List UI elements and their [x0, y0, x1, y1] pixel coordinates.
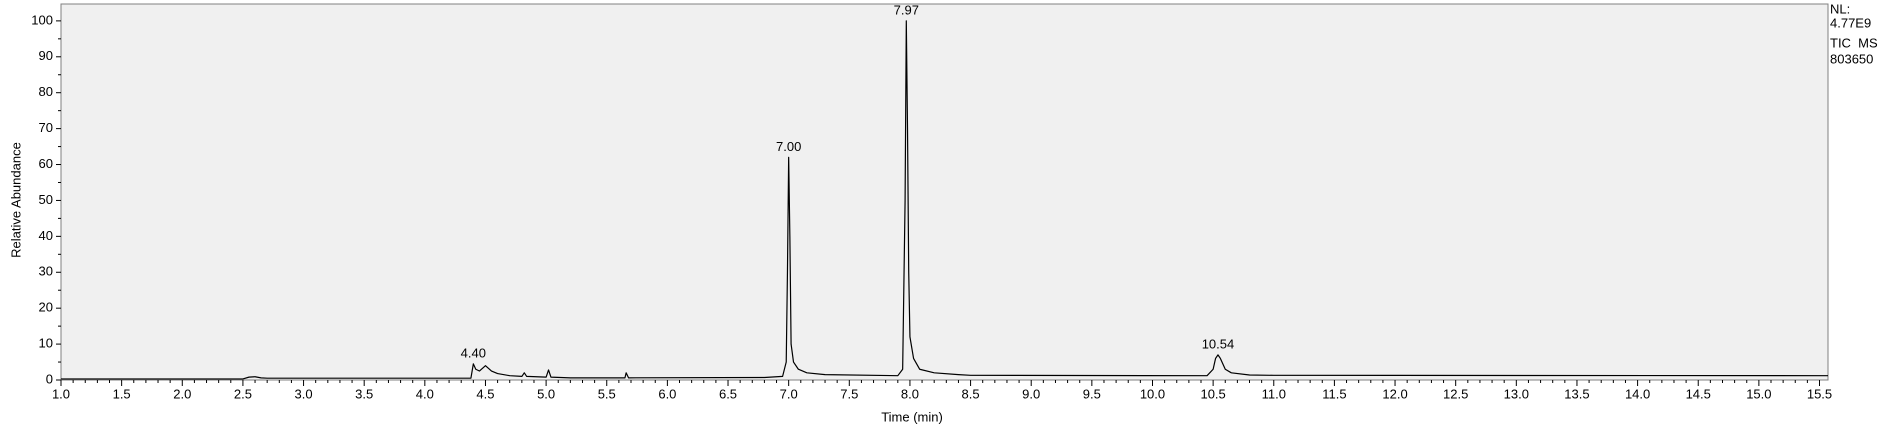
x-tick-label: 1.5: [113, 386, 131, 401]
y-tick-label: 10: [39, 336, 53, 351]
x-tick-label: 6.0: [658, 386, 676, 401]
x-tick-label: 10.5: [1200, 386, 1225, 401]
x-tick-label: 6.5: [719, 386, 737, 401]
y-axis-label: Relative Abundance: [8, 142, 23, 258]
x-tick-label: 7.0: [780, 386, 798, 401]
y-tick-label: 80: [39, 84, 53, 99]
x-tick-label: 2.5: [234, 386, 252, 401]
x-tick-label: 15.5: [1807, 386, 1832, 401]
x-tick-label: 4.5: [476, 386, 494, 401]
y-tick-label: 40: [39, 228, 53, 243]
x-tick-label: 15.0: [1746, 386, 1771, 401]
y-tick-label: 0: [46, 371, 53, 386]
info-text: NL:: [1830, 1, 1850, 16]
x-tick-label: 2.0: [173, 386, 191, 401]
peak-label: 4.40: [461, 345, 486, 360]
y-tick-label: 70: [39, 120, 53, 135]
x-tick-label: 11.0: [1262, 386, 1286, 401]
x-tick-label: 14.5: [1686, 386, 1711, 401]
x-tick-label: 8.5: [962, 386, 980, 401]
x-tick-label: 3.5: [355, 386, 373, 401]
y-tick-label: 60: [39, 156, 53, 171]
y-tick-label: 100: [31, 12, 53, 27]
x-tick-label: 12.5: [1443, 386, 1468, 401]
plot-area: [60, 3, 1829, 381]
y-tick-label: 90: [39, 48, 53, 63]
x-tick-label: 9.0: [1022, 386, 1040, 401]
x-tick-label: 1.0: [52, 386, 70, 401]
info-text: 4.77E9: [1830, 15, 1871, 30]
peak-label: 7.97: [894, 2, 919, 17]
x-tick-label: 10.0: [1140, 386, 1165, 401]
x-tick-label: 12.0: [1382, 386, 1407, 401]
peak-label: 10.54: [1202, 336, 1235, 351]
x-tick-label: 5.0: [537, 386, 555, 401]
y-tick-label: 20: [39, 300, 53, 315]
info-text: 803650: [1830, 51, 1873, 66]
info-text: TIC MS: [1830, 35, 1878, 50]
y-tick-label: 30: [39, 264, 53, 279]
peak-label: 7.00: [776, 139, 801, 154]
x-tick-label: 3.0: [295, 386, 313, 401]
x-tick-label: 14.0: [1625, 386, 1650, 401]
x-tick-label: 4.0: [416, 386, 434, 401]
y-tick-label: 50: [39, 192, 53, 207]
x-tick-label: 9.5: [1083, 386, 1101, 401]
x-tick-label: 13.0: [1504, 386, 1529, 401]
trace: [61, 20, 1829, 380]
x-tick-label: 11.5: [1322, 386, 1346, 401]
x-tick-label: 13.5: [1564, 386, 1589, 401]
x-tick-label: 7.5: [840, 386, 858, 401]
x-tick-label: 5.5: [598, 386, 616, 401]
x-tick-label: 8.0: [901, 386, 919, 401]
x-axis-label: Time (min): [881, 409, 943, 424]
